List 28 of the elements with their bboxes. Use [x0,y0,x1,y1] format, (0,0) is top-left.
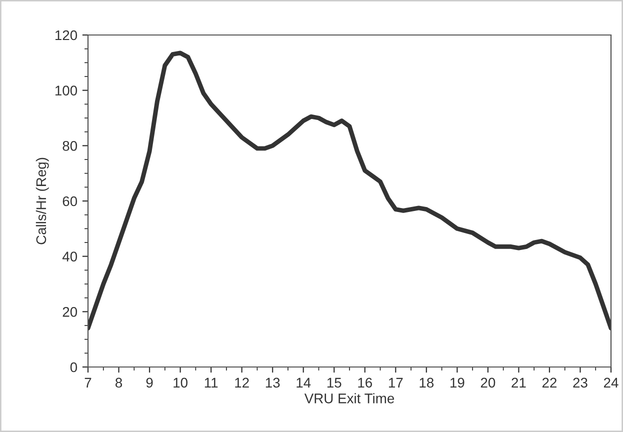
y-axis-title: Calls/Hr (Reg) [36,158,49,244]
x-tick-label: 24 [604,378,618,388]
x-tick-label: 13 [266,378,280,388]
x-tick-label: 9 [146,378,153,388]
x-tick-label: 16 [358,378,372,388]
y-tick-label: 0 [70,362,78,372]
x-axis-title: VRU Exit Time [304,393,394,404]
x-tick-label: 8 [116,378,122,388]
x-tick-label: 15 [327,378,342,388]
y-tick-label: 120 [55,30,78,40]
x-tick-label: 17 [388,378,403,388]
x-tick-label: 12 [235,378,249,388]
x-tick-label: 19 [450,378,464,388]
x-tick-label: 7 [84,378,92,388]
y-tick-label: 100 [55,86,78,96]
y-tick-label: 80 [62,141,78,151]
y-tick-label: 40 [62,252,78,262]
x-tick-label: 14 [296,378,311,388]
x-tick-label: 11 [204,378,218,388]
x-tick-label: 20 [480,378,496,388]
y-tick-label: 60 [62,196,78,206]
line-series [88,50,611,330]
x-tick-label: 18 [420,378,434,388]
x-tick-label: 10 [174,378,188,388]
x-tick-label: 21 [512,378,526,388]
y-tick-label: 20 [62,307,78,317]
x-tick-label: 22 [542,378,556,388]
x-tick-label: 23 [573,378,588,388]
